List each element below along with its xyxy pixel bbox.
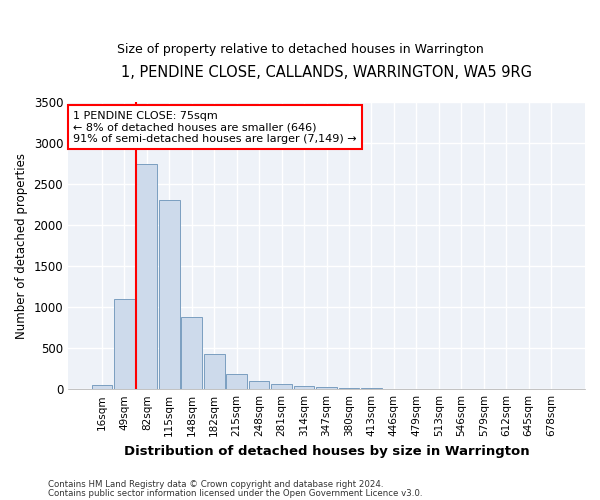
Bar bbox=[226, 374, 247, 389]
Bar bbox=[159, 200, 179, 389]
Bar bbox=[114, 299, 134, 389]
X-axis label: Distribution of detached houses by size in Warrington: Distribution of detached houses by size … bbox=[124, 444, 529, 458]
Bar bbox=[181, 317, 202, 389]
Y-axis label: Number of detached properties: Number of detached properties bbox=[15, 152, 28, 338]
Bar bbox=[294, 386, 314, 389]
Text: Size of property relative to detached houses in Warrington: Size of property relative to detached ho… bbox=[116, 42, 484, 56]
Text: Contains public sector information licensed under the Open Government Licence v3: Contains public sector information licen… bbox=[48, 488, 422, 498]
Bar bbox=[338, 388, 359, 389]
Bar bbox=[92, 384, 112, 389]
Text: 1 PENDINE CLOSE: 75sqm
← 8% of detached houses are smaller (646)
91% of semi-det: 1 PENDINE CLOSE: 75sqm ← 8% of detached … bbox=[73, 110, 357, 144]
Bar bbox=[249, 381, 269, 389]
Bar bbox=[271, 384, 292, 389]
Text: Contains HM Land Registry data © Crown copyright and database right 2024.: Contains HM Land Registry data © Crown c… bbox=[48, 480, 383, 489]
Title: 1, PENDINE CLOSE, CALLANDS, WARRINGTON, WA5 9RG: 1, PENDINE CLOSE, CALLANDS, WARRINGTON, … bbox=[121, 65, 532, 80]
Bar bbox=[361, 388, 382, 389]
Bar bbox=[136, 164, 157, 389]
Bar bbox=[204, 354, 224, 389]
Bar bbox=[316, 387, 337, 389]
